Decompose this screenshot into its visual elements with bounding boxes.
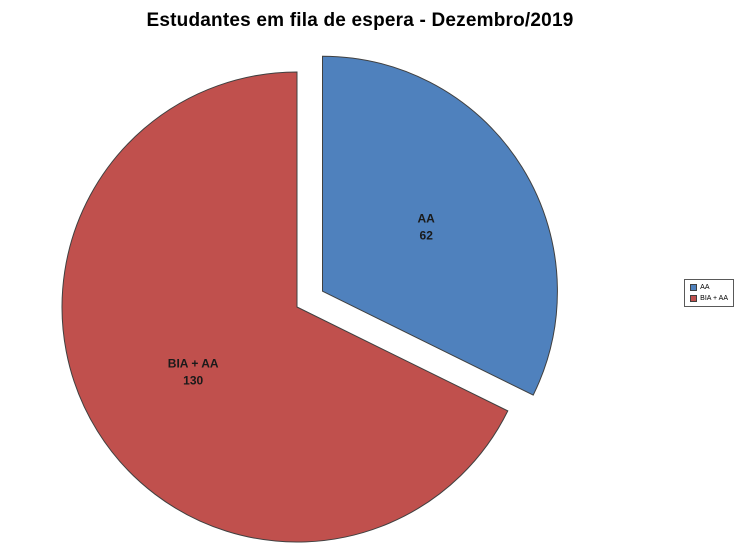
chart-title: Estudantes em fila de espera - Dezembro/… [146, 10, 574, 31]
legend-swatch-bia-aa [690, 295, 698, 302]
legend-item-bia-aa: BIA + AA [690, 295, 728, 302]
chart-legend: AA BIA + AA [684, 279, 734, 307]
pie-slice-bia-aa [61, 71, 509, 543]
slice-label-aa: AA 62 [418, 212, 436, 243]
legend-item-aa: AA [690, 284, 728, 291]
pie-slice-aa [322, 55, 558, 396]
legend-label-bia-aa: BIA + AA [700, 295, 728, 302]
slice-label-bia-aa: BIA + AA 130 [168, 357, 219, 388]
legend-label-aa: AA [700, 284, 710, 291]
legend-swatch-aa [690, 284, 698, 291]
